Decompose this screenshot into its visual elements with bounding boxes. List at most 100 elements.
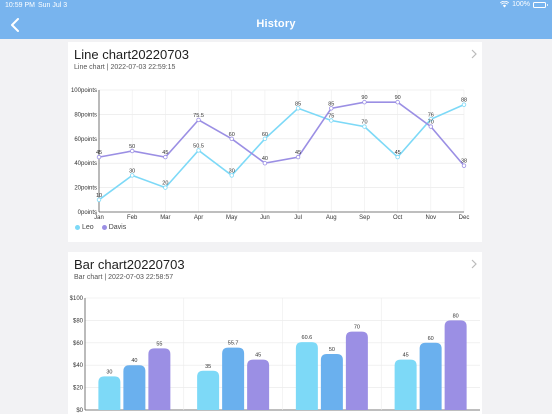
data-label: 38 — [461, 159, 467, 165]
card-title: Bar chart20220703 — [74, 257, 185, 272]
status-right: 100% — [500, 1, 548, 8]
data-point — [428, 124, 434, 129]
x-tick-label: Dec — [459, 215, 470, 221]
x-tick-label: Jul — [294, 215, 302, 221]
nav-bar: History — [0, 12, 552, 39]
data-label: 60 — [262, 132, 268, 138]
data-label: 88 — [461, 98, 467, 104]
wifi-icon — [500, 1, 510, 8]
status-date: Sun Jul 3 — [38, 2, 68, 9]
data-label: 40 — [131, 358, 137, 364]
data-point — [262, 136, 268, 141]
data-point — [163, 154, 168, 160]
data-label: 85 — [328, 101, 334, 107]
data-point — [196, 117, 201, 123]
data-label: 76 — [428, 112, 434, 118]
data-label: 55 — [156, 341, 162, 347]
data-point — [96, 154, 102, 160]
y-tick-label: 80points — [74, 112, 97, 118]
data-label: 50 — [129, 144, 135, 150]
data-point — [461, 163, 467, 168]
chart-legend: Leo Davis — [75, 224, 126, 231]
bar — [197, 370, 220, 410]
back-button[interactable] — [6, 16, 24, 34]
data-label: 45 — [295, 150, 301, 156]
data-label: 50 — [329, 347, 335, 353]
bar — [222, 347, 245, 410]
x-tick-label: Sep — [359, 215, 370, 221]
series-line-davis — [98, 101, 465, 167]
data-label: 60 — [229, 132, 235, 138]
card-title: Line chart20220703 — [74, 47, 189, 62]
x-tick-label: Jun — [260, 215, 270, 221]
data-point — [229, 136, 234, 141]
y-tick-label: $100 — [70, 296, 84, 302]
data-point — [262, 160, 268, 166]
data-point — [461, 102, 467, 107]
data-label: 35 — [205, 364, 211, 370]
data-label: 45 — [96, 150, 102, 156]
data-label: 45 — [162, 150, 168, 156]
bar — [247, 359, 270, 410]
data-label: 90 — [395, 95, 401, 101]
bar — [123, 365, 146, 410]
y-tick-label: $80 — [73, 318, 84, 324]
status-bar: 10:59 PM Sun Jul 3 100% — [0, 0, 552, 12]
data-label: 90 — [361, 95, 367, 101]
data-label: 60.6 — [302, 335, 313, 341]
data-label: 10 — [96, 193, 102, 199]
data-label: 60 — [428, 336, 434, 342]
data-label: 80 — [453, 313, 459, 319]
data-label: 70 — [428, 120, 434, 126]
y-tick-label: 100points — [71, 88, 97, 94]
y-tick-label: $0 — [76, 408, 83, 414]
data-point — [163, 185, 168, 190]
data-point — [362, 124, 367, 129]
data-point — [129, 173, 135, 178]
data-point — [229, 173, 234, 178]
card-subtitle: Bar chart | 2022-07-03 22:58:57 — [74, 274, 174, 281]
data-label: 55.7 — [228, 341, 239, 347]
battery-percent: 100% — [512, 1, 530, 8]
x-tick-label: May — [226, 215, 237, 221]
data-label: 45 — [395, 150, 401, 156]
data-label: 45 — [255, 353, 261, 359]
y-tick-label: 20points — [74, 186, 97, 192]
y-tick-label: $20 — [73, 386, 84, 392]
bar — [320, 354, 343, 410]
y-tick-label: $60 — [73, 341, 84, 347]
bar — [148, 348, 171, 410]
data-point — [395, 100, 400, 105]
battery-icon — [533, 1, 548, 8]
chevron-left-icon — [11, 18, 19, 32]
history-card-bar[interactable]: Bar chart20220703 Bar chart | 2022-07-03… — [68, 252, 482, 414]
data-label: 70 — [354, 325, 360, 331]
x-tick-label: Apr — [194, 215, 203, 221]
legend-item-davis: Davis — [101, 224, 126, 231]
history-card-line[interactable]: Line chart20220703 Line chart | 2022-07-… — [68, 42, 482, 242]
data-point — [329, 118, 334, 123]
x-tick-label: Feb — [127, 215, 138, 221]
data-label: 20 — [162, 181, 168, 187]
data-label: 75 — [328, 114, 334, 120]
data-label: 30 — [229, 168, 235, 174]
chevron-right-icon — [471, 49, 477, 59]
data-label: 75.5 — [193, 113, 204, 119]
data-label: 30 — [129, 168, 135, 174]
bar — [444, 320, 467, 410]
status-time: 10:59 PM — [5, 2, 35, 9]
page-title: History — [256, 18, 296, 30]
y-tick-label: $40 — [73, 363, 84, 369]
x-tick-label: Aug — [326, 215, 337, 221]
y-tick-label: 60points — [74, 137, 97, 143]
data-point — [96, 197, 102, 202]
data-point — [428, 117, 434, 122]
data-point — [362, 100, 367, 105]
x-tick-label: Oct — [393, 215, 403, 221]
bar — [394, 359, 417, 410]
data-point — [395, 154, 400, 160]
data-point — [329, 106, 334, 111]
x-tick-label: Nov — [425, 215, 436, 221]
x-tick-label: Jan — [94, 215, 104, 221]
data-label: 40 — [262, 156, 268, 162]
